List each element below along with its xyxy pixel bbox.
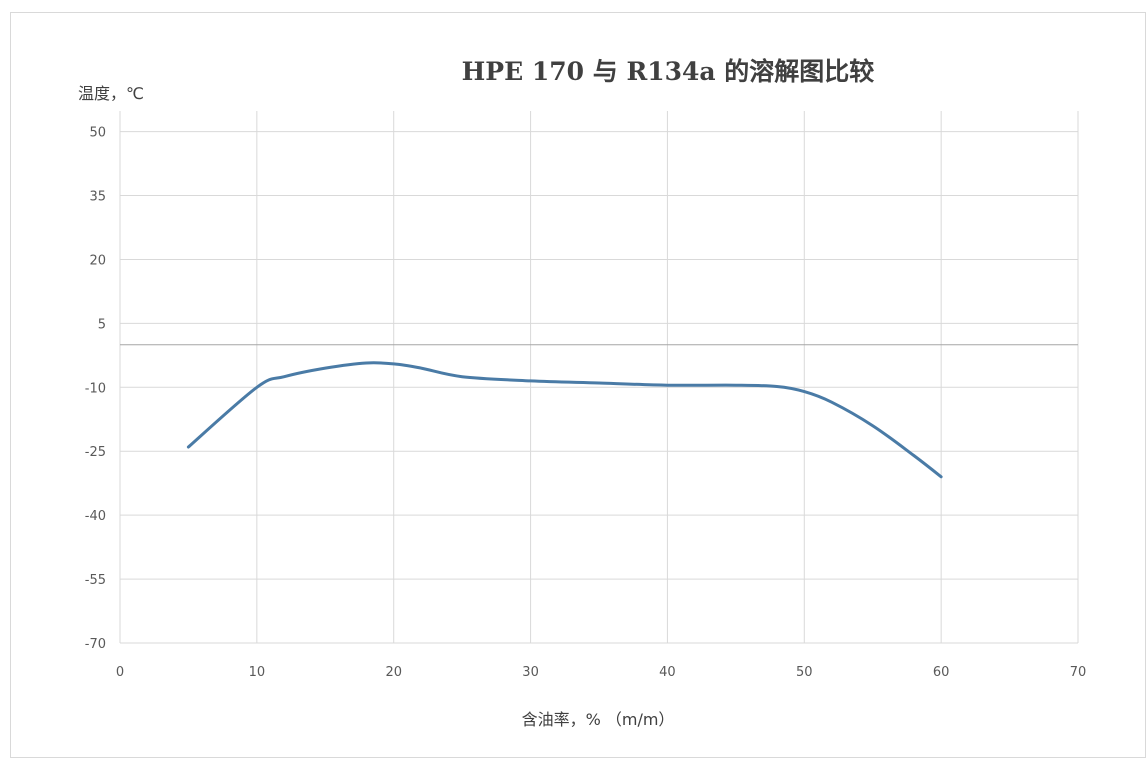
- x-tick-label-4: 40: [659, 665, 676, 680]
- series-line-0: [186, 361, 943, 479]
- y-tick-label-1: 35: [89, 190, 106, 205]
- x-tick-label-7: 70: [1070, 665, 1087, 680]
- y-tick-label-7: -55: [85, 573, 106, 588]
- x-axis-label: 含油率，% （m/m）: [522, 710, 675, 729]
- y-tick-label-3: 5: [98, 317, 106, 332]
- series-layer: [186, 361, 943, 479]
- chart-frame: [10, 12, 1146, 758]
- x-tick-label-1: 10: [249, 665, 266, 680]
- grid-lines: [119, 111, 1079, 644]
- y-tick-label-6: -40: [85, 509, 106, 524]
- x-tick-label-2: 20: [385, 665, 402, 680]
- y-tick-label-8: -70: [85, 637, 106, 652]
- y-tick-label-0: 50: [89, 126, 106, 141]
- y-tick-label-5: -25: [85, 445, 106, 460]
- x-tick-label-5: 50: [796, 665, 813, 680]
- y-tick-label-2: 20: [89, 253, 106, 268]
- y-tick-label-4: -10: [85, 381, 106, 396]
- chart-title: HPE 170 与 R134a 的溶解图比较: [462, 57, 875, 86]
- y-axis-label: 温度，℃: [78, 84, 144, 103]
- tick-labels: 0 10 20 30 40 50 60 70 50 35 20 5 -10 -25 -40 -55 -70: [85, 126, 1087, 680]
- x-tick-label-6: 60: [933, 665, 950, 680]
- x-tick-label-3: 30: [522, 665, 539, 680]
- x-tick-label-0: 0: [116, 665, 124, 680]
